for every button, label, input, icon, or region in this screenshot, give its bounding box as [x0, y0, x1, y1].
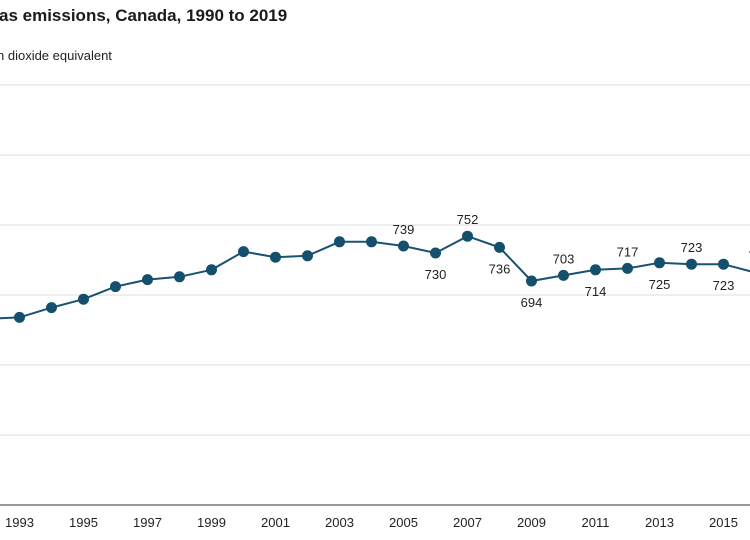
- data-point: [526, 275, 537, 287]
- data-label: 717: [617, 244, 639, 259]
- data-point: [462, 230, 473, 242]
- x-tick-label: 2007: [453, 515, 482, 530]
- data-point: [270, 251, 281, 263]
- data-label: 730: [425, 267, 447, 282]
- data-point: [238, 246, 249, 258]
- series-group: [0, 230, 750, 323]
- data-point: [558, 269, 569, 281]
- data-point: [78, 293, 89, 305]
- data-labels: 739 730 752 736 694 703 714 717 725 723 723 70: [393, 212, 750, 310]
- data-point: [110, 281, 121, 293]
- x-tick-label: 2011: [582, 515, 610, 530]
- data-point: [174, 271, 185, 283]
- data-point: [334, 236, 345, 248]
- data-point: [430, 247, 441, 259]
- data-point: [206, 264, 217, 276]
- data-point: [622, 262, 633, 274]
- chart-title: as emissions, Canada, 1990 to 2019: [0, 6, 288, 25]
- data-point: [654, 257, 665, 269]
- x-tick-label: 2001: [261, 515, 290, 530]
- x-tick-label: 1997: [133, 515, 162, 530]
- gridlines: [0, 84, 750, 436]
- x-tick-label: 2005: [389, 515, 418, 530]
- data-label: 723: [681, 240, 703, 255]
- data-point: [366, 236, 377, 248]
- x-tick-label: 2009: [517, 515, 546, 530]
- data-label: 736: [489, 261, 511, 276]
- data-label: 714: [585, 284, 607, 299]
- x-axis: 1993 1995 1997 1999 2001 2003 2005 2007 2009 2011…: [0, 504, 750, 530]
- data-label: 70: [748, 249, 750, 264]
- data-point: [590, 264, 601, 276]
- x-tick-label: 2013: [645, 515, 674, 530]
- data-label: 694: [521, 295, 543, 310]
- x-tick-label: 1993: [5, 515, 34, 530]
- x-tick-label: 1995: [69, 515, 98, 530]
- x-tick-label: 2015: [709, 515, 738, 530]
- data-point: [494, 241, 505, 253]
- data-point: [46, 302, 57, 314]
- data-point: [142, 274, 153, 286]
- data-label: 752: [457, 212, 479, 227]
- data-point: [14, 311, 25, 323]
- data-label: 703: [553, 251, 575, 266]
- data-label: 725: [649, 277, 671, 292]
- data-label: 723: [713, 278, 735, 293]
- data-point: [302, 250, 313, 262]
- chart-subtitle: n dioxide equivalent: [0, 48, 112, 63]
- x-tick-label: 1999: [197, 515, 226, 530]
- data-point: [686, 258, 697, 270]
- data-point: [398, 240, 409, 252]
- x-tick-label: 2003: [325, 515, 354, 530]
- data-point: [718, 258, 729, 270]
- data-label: 739: [393, 222, 415, 237]
